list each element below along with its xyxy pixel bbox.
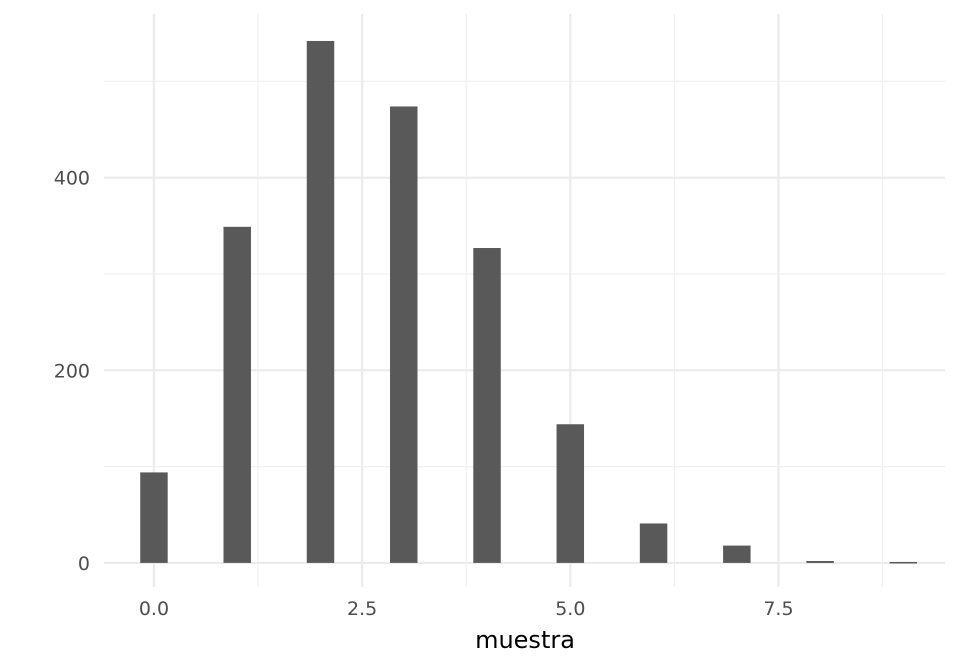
y-tick-label-2: 400 <box>54 168 90 190</box>
bar-7 <box>723 545 751 563</box>
bar-1 <box>223 226 251 563</box>
bar-5 <box>556 424 585 563</box>
bar-4 <box>473 248 501 563</box>
bar-3 <box>390 106 418 563</box>
y-tick-label-0: 0 <box>78 553 90 575</box>
x-axis-title: muestra <box>475 626 575 654</box>
bars <box>140 40 918 564</box>
x-axis-tick-labels: 0.0 2.5 5.0 7.5 <box>139 598 794 620</box>
x-tick-label-2: 5.0 <box>555 598 585 620</box>
x-tick-label-3: 7.5 <box>763 598 793 620</box>
bar-2 <box>306 40 335 563</box>
x-tick-label-0: 0.0 <box>139 598 169 620</box>
y-tick-label-1: 200 <box>54 360 90 382</box>
bar-0 <box>140 472 168 563</box>
bar-6 <box>639 523 668 563</box>
bar-8 <box>806 560 834 563</box>
x-tick-label-1: 2.5 <box>347 598 377 620</box>
y-axis-tick-labels: 0 200 400 <box>54 168 90 575</box>
bar-9 <box>889 561 918 564</box>
